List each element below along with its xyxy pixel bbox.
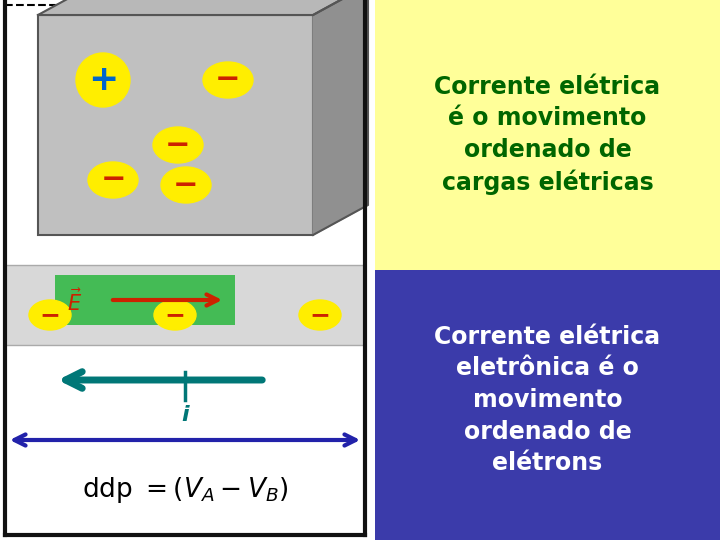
Ellipse shape — [153, 127, 203, 163]
Bar — [38, 15, 313, 235]
Text: −: − — [166, 131, 191, 159]
Text: ddp $=(V_A - V_B)$: ddp $=(V_A - V_B)$ — [82, 475, 288, 505]
Text: −: − — [215, 65, 240, 94]
Text: −: − — [174, 171, 199, 199]
Text: −: − — [164, 303, 186, 327]
Ellipse shape — [154, 300, 196, 330]
Polygon shape — [313, 0, 368, 235]
Text: Corrente elétrica
eletrônica é o
movimento
ordenado de
elétrons: Corrente elétrica eletrônica é o movimen… — [434, 325, 660, 475]
Text: $\vec{E}$: $\vec{E}$ — [67, 288, 82, 315]
Circle shape — [76, 53, 130, 107]
Text: i: i — [181, 405, 189, 425]
Bar — [375, 270, 720, 540]
Text: +: + — [88, 63, 118, 97]
Text: Corrente elétrica
é o movimento
ordenado de
cargas elétricas: Corrente elétrica é o movimento ordenado… — [434, 75, 660, 195]
Ellipse shape — [88, 162, 138, 198]
Ellipse shape — [161, 167, 211, 203]
Bar — [5, 5, 365, 535]
Text: −: − — [310, 303, 330, 327]
Ellipse shape — [299, 300, 341, 330]
Bar — [5, 265, 365, 345]
Text: −: − — [100, 165, 126, 194]
Ellipse shape — [203, 62, 253, 98]
Ellipse shape — [29, 300, 71, 330]
Text: −: − — [40, 303, 60, 327]
Bar — [375, 0, 720, 270]
Polygon shape — [38, 0, 368, 15]
Bar — [55, 275, 235, 325]
